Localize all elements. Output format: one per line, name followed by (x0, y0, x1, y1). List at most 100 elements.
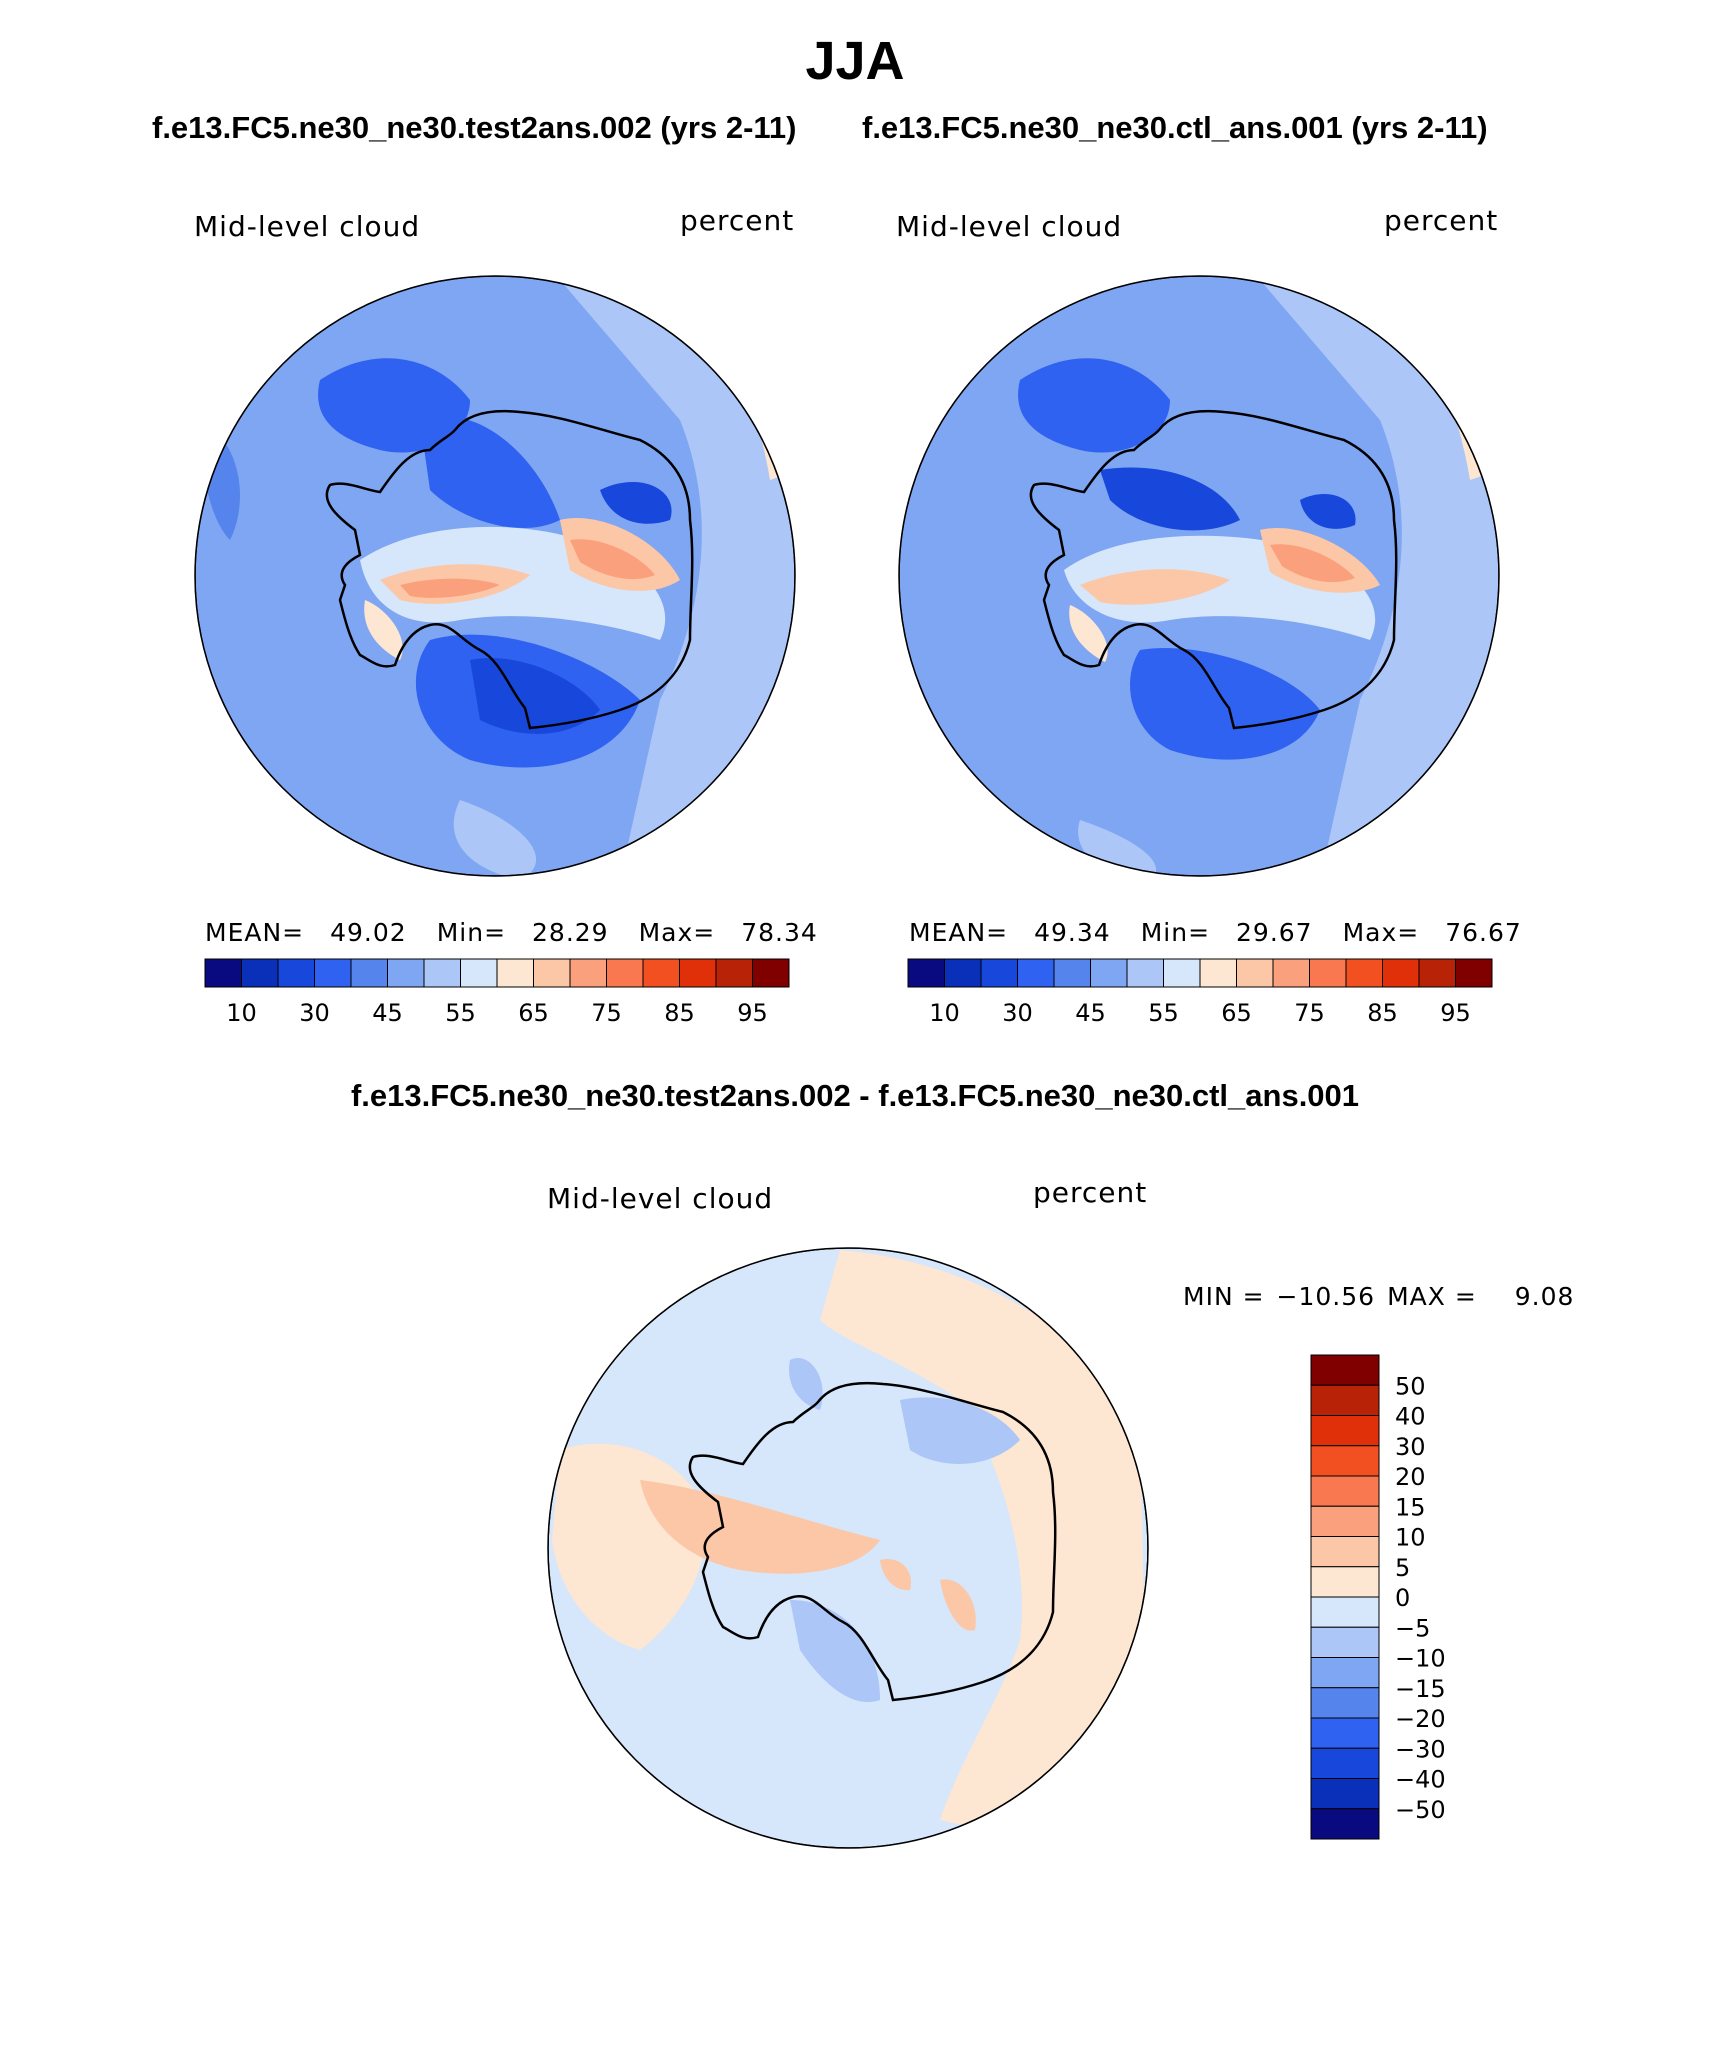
colorbar-test-tick-label: 45 (372, 999, 403, 1027)
colorbar-difference-tick-label: −5 (1395, 1614, 1430, 1642)
colorbar-difference-swatch (1310, 1505, 1380, 1537)
map-difference (548, 1248, 1148, 1848)
colorbar-difference-swatch (1310, 1415, 1380, 1447)
colorbar-control-tick-label: 55 (1148, 999, 1179, 1027)
colorbar-difference-swatch (1310, 1445, 1380, 1477)
panel-b-min-label: Min= (1140, 918, 1211, 947)
colorbar-difference-swatch (1310, 1475, 1380, 1507)
panel-b-max-value: 76.67 (1445, 918, 1522, 947)
panel-b-variable: Mid-level cloud (896, 210, 1123, 243)
colorbar-control-swatch (980, 958, 1018, 988)
colorbar-test-tick-label: 95 (737, 999, 768, 1027)
colorbar-control-swatch (1309, 958, 1347, 988)
colorbar-difference-tick-label: 5 (1395, 1554, 1410, 1582)
colorbar-control: 10 30 45 55 65 75 85 95 (907, 958, 1493, 1027)
map-test-border (194, 275, 796, 877)
panel-b-mean-value: 49.34 (1034, 918, 1111, 947)
colorbar-difference-swatch (1310, 1566, 1380, 1598)
colorbar-difference-swatch (1310, 1657, 1380, 1689)
panel-c-minmax: MIN = −10.56 MAX = 9.08 (1183, 1282, 1574, 1311)
figure-title: JJA (805, 31, 905, 91)
colorbar-difference-swatch (1310, 1717, 1380, 1749)
panel-a-variable: Mid-level cloud (194, 210, 421, 243)
colorbar-control-swatch (944, 958, 982, 988)
map-difference-border (547, 1247, 1149, 1849)
colorbar-difference-swatch (1310, 1626, 1380, 1658)
colorbar-difference-tick-label: 10 (1395, 1524, 1426, 1552)
colorbar-control-tick-label: 85 (1367, 999, 1398, 1027)
colorbar-control-swatch (1236, 958, 1274, 988)
panel-c-min-label: MIN = (1183, 1282, 1265, 1311)
colorbar-test-tick-label: 75 (591, 999, 622, 1027)
colorbar-test-swatch (460, 958, 498, 988)
colorbar-difference-swatch (1310, 1687, 1380, 1719)
colorbar-difference-tick-label: −30 (1395, 1735, 1446, 1763)
colorbar-control-swatch (1163, 958, 1201, 988)
case-a-subtitle: f.e13.FC5.ne30_ne30.test2ans.002 (yrs 2-… (152, 110, 797, 145)
colorbar-difference-swatch (1310, 1808, 1380, 1840)
map-control-border (898, 275, 1500, 877)
colorbar-difference-tick-label: 15 (1395, 1493, 1426, 1521)
colorbar-test-swatch (642, 958, 680, 988)
colorbar-difference-tick-label: −15 (1395, 1675, 1446, 1703)
colorbar-control-tick-label: 10 (929, 999, 960, 1027)
colorbar-test-swatch (679, 958, 717, 988)
colorbar-difference-tick-label: 20 (1395, 1463, 1426, 1491)
colorbar-test-tick-label: 85 (664, 999, 695, 1027)
colorbar-test-swatch (387, 958, 425, 988)
colorbar-test-tick-label: 55 (445, 999, 476, 1027)
colorbar-test-swatch (715, 958, 753, 988)
colorbar-difference-swatch (1310, 1384, 1380, 1416)
colorbar-control-swatch (1053, 958, 1091, 988)
colorbar-difference-tick-label: 50 (1395, 1372, 1426, 1400)
colorbar-difference-swatch (1310, 1354, 1380, 1386)
map-test (195, 276, 795, 876)
colorbar-test-swatch (569, 958, 607, 988)
colorbar-test-swatch (423, 958, 461, 988)
colorbar-control-swatch (1017, 958, 1055, 988)
colorbar-test-tick-label: 30 (299, 999, 330, 1027)
colorbar-control-swatch (1272, 958, 1310, 988)
panel-c-min-value: −10.56 (1276, 1282, 1376, 1311)
colorbar-control-tick-label: 95 (1440, 999, 1471, 1027)
colorbar-difference-swatch (1310, 1536, 1380, 1568)
panel-b-min-value: 29.67 (1236, 918, 1313, 947)
panel-a-mean-value: 49.02 (330, 918, 407, 947)
colorbar-control-swatch (1126, 958, 1164, 988)
colorbar-test-swatch (752, 958, 790, 988)
colorbar-control-tick-label: 75 (1294, 999, 1325, 1027)
panel-c-max-label: MAX = (1387, 1282, 1477, 1311)
colorbar-control-tick-label: 30 (1002, 999, 1033, 1027)
colorbar-test-swatch (496, 958, 534, 988)
colorbar-difference-swatch (1310, 1747, 1380, 1779)
colorbar-difference-tick-label: −50 (1395, 1796, 1446, 1824)
colorbar-test-swatch (277, 958, 315, 988)
panel-a-min-label: Min= (436, 918, 507, 947)
colorbar-difference-tick-label: 40 (1395, 1403, 1426, 1431)
colorbar-test-swatch (350, 958, 388, 988)
colorbar-control-swatch (1455, 958, 1493, 988)
colorbar-test-tick-label: 65 (518, 999, 549, 1027)
colorbar-test-swatch (204, 958, 242, 988)
case-b-subtitle: f.e13.FC5.ne30_ne30.ctl_ans.001 (yrs 2-1… (862, 110, 1488, 145)
panel-a-min-value: 28.29 (532, 918, 609, 947)
panel-b-units: percent (1384, 204, 1499, 237)
panel-c-units: percent (1033, 1176, 1148, 1209)
panel-c-max-value: 9.08 (1514, 1282, 1575, 1311)
colorbar-control-swatch (1382, 958, 1420, 988)
map-control (899, 276, 1499, 876)
panel-a-stats: MEAN= 49.02 Min= 28.29 Max= 78.34 (205, 918, 818, 947)
colorbar-control-swatch (1199, 958, 1237, 988)
colorbar-difference-tick-label: −40 (1395, 1766, 1446, 1794)
colorbar-difference-tick-label: 30 (1395, 1433, 1426, 1461)
colorbar-control-tick-label: 45 (1075, 999, 1106, 1027)
panel-c-variable: Mid-level cloud (547, 1182, 774, 1215)
panel-b-stats: MEAN= 49.34 Min= 29.67 Max= 76.67 (909, 918, 1522, 947)
colorbar-test-tick-label: 10 (226, 999, 257, 1027)
colorbar-control-swatch (1345, 958, 1383, 988)
colorbar-difference-tick-label: −10 (1395, 1645, 1446, 1673)
panel-a-mean-label: MEAN= (205, 918, 305, 947)
colorbar-control-tick-label: 65 (1221, 999, 1252, 1027)
